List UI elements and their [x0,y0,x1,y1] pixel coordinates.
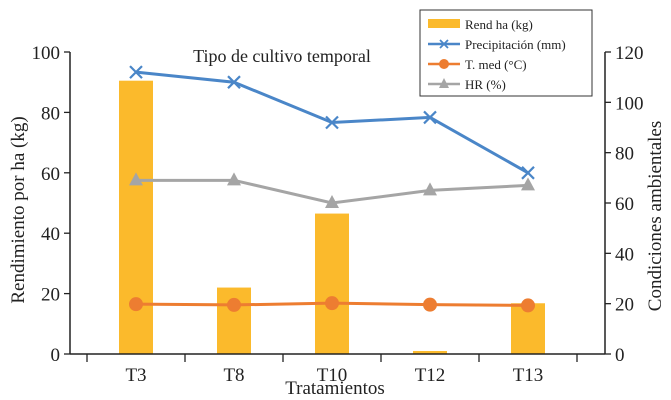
point-precipitaci-n-mm-t13 [521,166,535,180]
legend-marker [439,39,449,49]
legend: Rend ha (kg) Precipitación (mm) T. med (°C… [419,9,593,97]
y-tick-label: 40 [41,224,60,245]
point-hr-t10 [325,195,339,208]
y2-tick-label: 80 [615,144,634,165]
y2-tick-label: 120 [615,43,644,64]
y2-tick-label: 60 [615,194,634,215]
point-precipitaci-n-mm-t3 [129,65,143,79]
legend-label: Precipitación (mm) [465,37,566,52]
bar-t12 [413,350,447,354]
y-tick-label: 100 [32,43,61,64]
point-t-med-c-t8 [227,297,241,312]
axes-layer: 0 20 40 60 80 100 0 20 40 60 80 100 120 T3 T8 T10 T12 T13 [32,43,644,386]
bar-t3 [119,80,153,354]
point-hr-t13 [521,177,535,191]
point-t-med-c-t12 [423,297,437,312]
x-tick-label-t8: T8 [223,365,244,386]
legend-item-rend-ha-kg: Rend ha (kg) [428,17,533,32]
x-tick-label-t10: T10 [317,365,348,386]
lines-layer [129,65,535,313]
y-axis-label: Rendimiento por ha (kg) [8,116,29,303]
bar-t8 [217,287,251,354]
y2-axis-label: Condiciones ambientales [645,121,666,311]
bar-t10 [315,213,349,354]
point-precipitaci-n-mm-t8 [227,75,241,89]
y-tick-label: 80 [41,103,60,124]
point-t-med-c-t10 [325,296,339,311]
legend-label: Rend ha (kg) [465,17,533,32]
y-tick-label: 20 [41,285,60,306]
legend-marker [439,78,449,88]
point-t-med-c-t3 [129,297,143,312]
point-precipitaci-n-mm-t12 [423,110,437,125]
legend-item-t-med-c: T. med (°C) [428,57,527,72]
legend-swatch [428,19,460,28]
legend-marker [439,59,449,69]
y2-tick-label: 100 [615,93,644,114]
x-tick-label-t12: T12 [415,365,446,386]
y2-tick-label: 20 [615,295,634,316]
legend-label: HR (%) [465,77,506,92]
bars-layer [119,80,545,354]
point-hr-t12 [423,182,437,196]
point-hr-t8 [227,172,241,186]
point-precipitaci-n-mm-t10 [325,115,339,130]
point-t-med-c-t13 [521,298,535,313]
point-hr-t3 [129,172,143,186]
y2-tick-label: 0 [615,345,625,366]
x-axis-label: Tratamientos [285,378,385,399]
x-tick-label-t3: T3 [125,365,146,386]
legend-item-hr: HR (%) [428,77,506,92]
chart-title: Tipo de cultivo temporal [193,46,371,66]
x-tick-label-t13: T13 [513,365,544,386]
y-tick-label: 60 [41,164,60,185]
legend-item-precipitaci-n-mm: Precipitación (mm) [428,37,566,52]
y-tick-label: 0 [51,345,61,366]
y2-tick-label: 40 [615,244,634,265]
legend-label: T. med (°C) [465,57,527,72]
